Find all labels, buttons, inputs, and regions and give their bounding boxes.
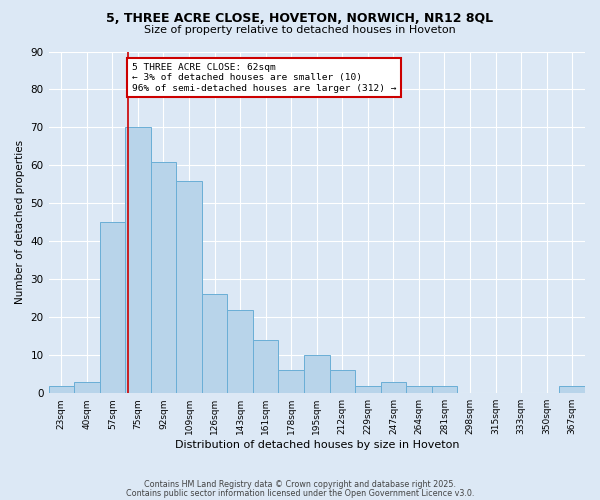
Bar — [329, 370, 355, 393]
Bar — [406, 386, 432, 393]
Bar — [380, 382, 406, 393]
Bar — [253, 340, 278, 393]
Bar — [304, 355, 329, 393]
Text: 5 THREE ACRE CLOSE: 62sqm
← 3% of detached houses are smaller (10)
96% of semi-d: 5 THREE ACRE CLOSE: 62sqm ← 3% of detach… — [132, 63, 397, 92]
Bar — [432, 386, 457, 393]
Bar — [151, 162, 176, 393]
Bar — [176, 180, 202, 393]
Text: 5, THREE ACRE CLOSE, HOVETON, NORWICH, NR12 8QL: 5, THREE ACRE CLOSE, HOVETON, NORWICH, N… — [106, 12, 494, 26]
Bar — [100, 222, 125, 393]
Text: Size of property relative to detached houses in Hoveton: Size of property relative to detached ho… — [144, 25, 456, 35]
Bar — [125, 128, 151, 393]
Bar — [355, 386, 380, 393]
X-axis label: Distribution of detached houses by size in Hoveton: Distribution of detached houses by size … — [175, 440, 459, 450]
Y-axis label: Number of detached properties: Number of detached properties — [15, 140, 25, 304]
Bar — [227, 310, 253, 393]
Text: Contains HM Land Registry data © Crown copyright and database right 2025.: Contains HM Land Registry data © Crown c… — [144, 480, 456, 489]
Bar — [49, 386, 74, 393]
Bar — [559, 386, 585, 393]
Bar — [278, 370, 304, 393]
Text: Contains public sector information licensed under the Open Government Licence v3: Contains public sector information licen… — [126, 488, 474, 498]
Bar — [74, 382, 100, 393]
Bar — [202, 294, 227, 393]
